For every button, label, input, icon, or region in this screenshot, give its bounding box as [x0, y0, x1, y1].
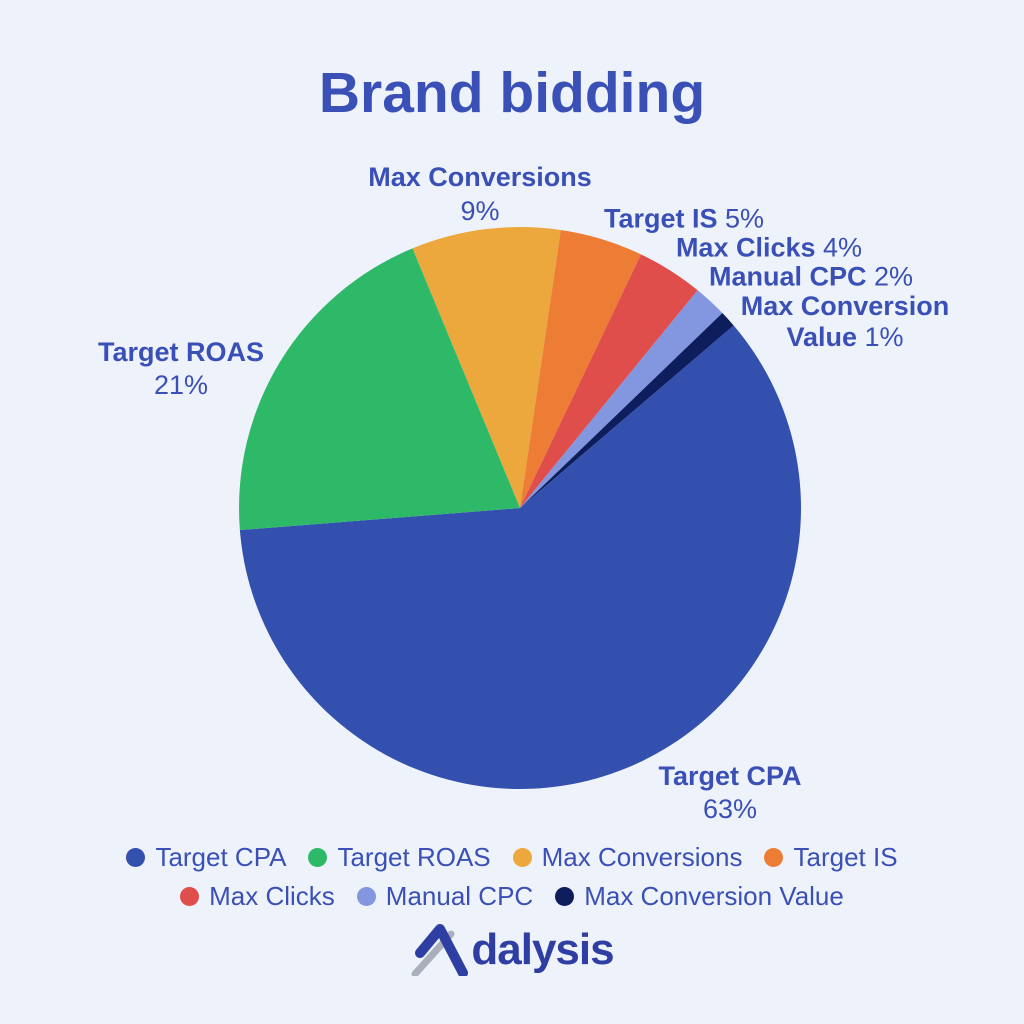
legend-item-target-roas: Target ROAS	[308, 842, 491, 873]
legend-dot-max-conversions	[512, 848, 532, 867]
slice-label-pct: 5%	[725, 203, 765, 234]
pie-slice-target-is	[520, 229, 641, 509]
legend-item-target-is: Target IS	[764, 842, 898, 873]
slice-label-pct: 21%	[153, 370, 209, 400]
slice-label-max-conversion-value: Max Conversion Value 1%	[741, 291, 950, 353]
slice-label-text: Target IS	[603, 203, 718, 234]
legend-label: Max Conversion Value	[584, 881, 844, 911]
pie-slice-manual-cpc	[520, 290, 723, 508]
slice-label-text: Max Conversions	[368, 162, 592, 192]
slice-label-manual-cpc: Manual CPC 2%	[709, 262, 913, 293]
legend-item-max-conversion-value: Max Conversion Value	[555, 881, 844, 912]
legend-label: Target CPA	[155, 842, 287, 872]
legend-item-manual-cpc: Manual CPC	[356, 881, 534, 912]
pie-slice-max-conversions	[412, 226, 561, 508]
slice-label-target-is: Target IS 5%	[604, 204, 764, 235]
legend-item-max-conversions: Max Conversions	[512, 842, 743, 873]
adalysis-logo-text: dalysis	[471, 925, 614, 974]
legend-dot-max-clicks	[180, 887, 200, 906]
slice-label-text: Max Conversion	[740, 291, 950, 321]
slice-label-max-conversions: Max Conversions 9%	[368, 160, 592, 228]
legend-row-1: Target CPA Target ROAS Max Conversions Targ…	[0, 842, 1024, 873]
legend-dot-manual-cpc	[356, 887, 376, 906]
legend-item-target-cpa: Target CPA	[126, 842, 286, 873]
slice-label-target-roas: Target ROAS 21%	[98, 336, 264, 402]
pie-slice-target-roas	[239, 248, 521, 531]
slice-label-text: Target CPA	[658, 761, 802, 791]
pie-slice-max-conversion-value	[520, 313, 734, 508]
adalysis-logo: dalysis	[0, 924, 1024, 976]
chart-title: Brand bidding	[318, 61, 706, 125]
legend-item-max-clicks: Max Clicks	[180, 881, 335, 912]
slice-label-text: Value	[786, 322, 857, 352]
pie-slice-max-clicks	[520, 254, 698, 508]
slice-label-pct: 4%	[823, 232, 863, 263]
slice-label-pct: 1%	[864, 322, 904, 352]
adalysis-logo-mark-icon	[411, 924, 469, 976]
slice-label-pct: 9%	[460, 196, 500, 226]
pie-slice-target-cpa	[239, 325, 802, 790]
slice-label-pct: 2%	[874, 261, 914, 292]
legend-dot-target-is	[764, 848, 784, 867]
slice-label-text: Target ROAS	[97, 337, 265, 367]
legend-label: Max Conversions	[541, 842, 743, 872]
legend-label: Max Clicks	[209, 881, 335, 911]
slice-label-pct: 63%	[702, 794, 758, 824]
slice-label-text: Max Clicks	[675, 232, 816, 263]
legend-row-2: Max Clicks Manual CPC Max Conversion Value	[0, 881, 1024, 912]
legend-label: Target ROAS	[337, 842, 491, 872]
legend-dot-max-conversion-value	[555, 887, 575, 906]
legend-label: Manual CPC	[385, 881, 534, 911]
legend-dot-target-cpa	[126, 848, 146, 867]
legend-dot-target-roas	[308, 848, 328, 867]
slice-label-text: Manual CPC	[708, 261, 867, 292]
slice-label-max-clicks: Max Clicks 4%	[676, 233, 862, 264]
legend-label: Target IS	[793, 842, 898, 872]
slice-label-target-cpa: Target CPA 63%	[658, 760, 801, 826]
